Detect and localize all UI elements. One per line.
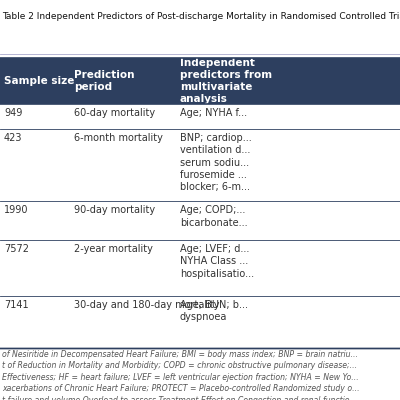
Text: 2-year mortality: 2-year mortality — [74, 244, 153, 254]
Text: 60-day mortality: 60-day mortality — [74, 108, 155, 118]
Text: 30-day and 180-day mortality: 30-day and 180-day mortality — [74, 300, 220, 310]
Text: Age; COPD;...
bicarbonate...: Age; COPD;... bicarbonate... — [180, 205, 248, 228]
Text: Independent
predictors from
multivariate
analysis: Independent predictors from multivariate… — [180, 58, 272, 104]
Text: Age; LVEF; d...
NYHA Class ...
hospitalisatio...: Age; LVEF; d... NYHA Class ... hospitali… — [180, 244, 254, 279]
Text: Age; NYHA f...: Age; NYHA f... — [180, 108, 247, 118]
Text: 90-day mortality: 90-day mortality — [74, 205, 155, 215]
Text: Age; BUN; b...
dyspnoea: Age; BUN; b... dyspnoea — [180, 300, 248, 322]
Text: BNP; cardiop...
ventilation d...
serum sodiu...
furosemide ...
blocker; 6-m...: BNP; cardiop... ventilation d... serum s… — [180, 133, 252, 192]
Bar — [0, 58, 400, 104]
Text: of Nesiritide in Decompensated Heart Failure; BMI = body mass index; BNP = brain: of Nesiritide in Decompensated Heart Fai… — [2, 350, 360, 400]
Text: Prediction
period: Prediction period — [74, 70, 134, 92]
Text: 423: 423 — [4, 133, 22, 143]
Text: Table 2 Independent Predictors of Post-discharge Mortality in Randomised Control: Table 2 Independent Predictors of Post-d… — [2, 12, 400, 21]
Text: Sample size: Sample size — [4, 76, 74, 86]
Text: 7141: 7141 — [4, 300, 29, 310]
Text: 1990: 1990 — [4, 205, 28, 215]
Text: 6-month mortality: 6-month mortality — [74, 133, 163, 143]
Text: 7572: 7572 — [4, 244, 29, 254]
Text: 949: 949 — [4, 108, 22, 118]
